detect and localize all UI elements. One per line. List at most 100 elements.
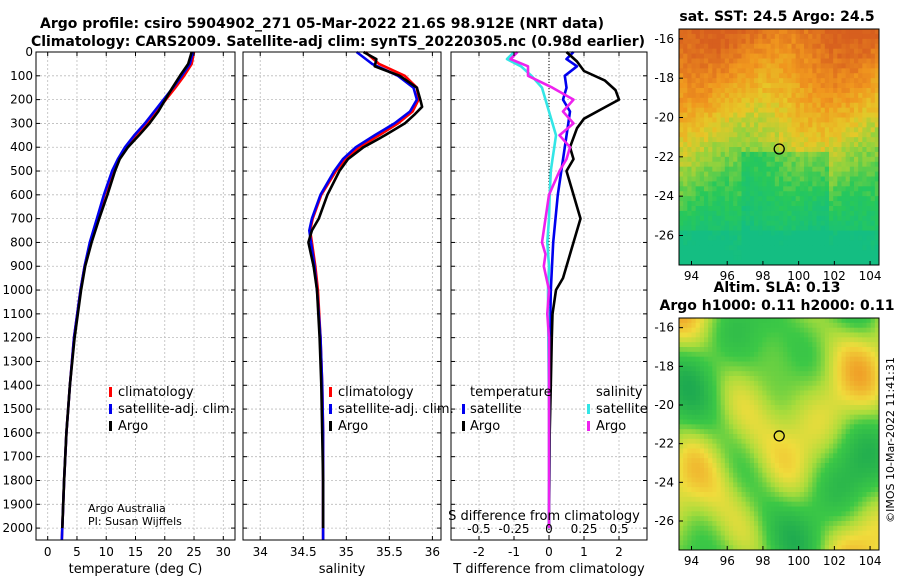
map-cell: [762, 44, 767, 49]
map-cell: [704, 429, 709, 434]
map-cell: [796, 415, 801, 420]
map-cell: [725, 78, 730, 83]
map-cell: [862, 73, 867, 78]
map-cell: [754, 201, 759, 206]
map-cell: [779, 162, 784, 167]
map-cell: [850, 371, 855, 376]
map-cell: [750, 323, 755, 328]
map-cell: [862, 536, 867, 541]
map-cell: [687, 255, 692, 260]
map-cell: [792, 132, 797, 137]
map-cell: [792, 526, 797, 531]
map-cell: [692, 516, 697, 521]
map-cell: [754, 59, 759, 64]
map-cell: [700, 196, 705, 201]
map-cell: [679, 39, 684, 44]
map-cell: [829, 468, 834, 473]
map-cell: [771, 468, 776, 473]
map-cell: [729, 487, 734, 492]
map-cell: [842, 83, 847, 88]
map-cell: [842, 502, 847, 507]
map-cell: [725, 118, 730, 123]
map-cell: [700, 405, 705, 410]
map-cell: [696, 395, 701, 400]
map-cell: [867, 201, 872, 206]
map-cell: [871, 127, 876, 132]
map-cell: [783, 54, 788, 59]
map-cell: [775, 357, 780, 362]
map-cell: [808, 497, 813, 502]
map-cell: [687, 59, 692, 64]
map-cell: [742, 453, 747, 458]
map-cell: [683, 381, 688, 386]
map-cell: [750, 439, 755, 444]
map-cell: [700, 473, 705, 478]
map-cell: [842, 473, 847, 478]
map-cell: [708, 357, 713, 362]
legend-heading-temperature: temperature: [470, 385, 552, 400]
map-cell: [796, 473, 801, 478]
map-cell: [817, 162, 822, 167]
map-cell: [792, 536, 797, 541]
map-cell: [700, 226, 705, 231]
map-cell: [750, 497, 755, 502]
map-cell: [775, 395, 780, 400]
map-cell: [729, 333, 734, 338]
map-cell: [854, 172, 859, 177]
map-cell: [862, 211, 867, 216]
map-cell: [750, 342, 755, 347]
map-cell: [700, 507, 705, 512]
map-cell: [762, 391, 767, 396]
map-cell: [750, 415, 755, 420]
map-cell: [687, 415, 692, 420]
map-cell: [754, 342, 759, 347]
map-cell: [817, 463, 822, 468]
map-cell: [708, 482, 713, 487]
map-cell: [775, 167, 780, 172]
map-cell: [833, 29, 838, 34]
map-cell: [679, 118, 684, 123]
series-argo: [308, 52, 422, 528]
map-cell: [783, 540, 788, 545]
map-cell: [867, 487, 872, 492]
map-cell: [692, 240, 697, 245]
map-cell: [746, 328, 751, 333]
map-cell: [721, 54, 726, 59]
map-cell: [821, 221, 826, 226]
map-cell: [683, 449, 688, 454]
map-cell: [871, 83, 876, 88]
map-cell: [850, 391, 855, 396]
map-cell: [742, 497, 747, 502]
map-cell: [742, 78, 747, 83]
map-cell: [842, 405, 847, 410]
map-cell: [775, 376, 780, 381]
map-cell: [712, 103, 717, 108]
map-cell: [704, 240, 709, 245]
map-cell: [792, 347, 797, 352]
map-cell: [758, 405, 763, 410]
map-cell: [787, 323, 792, 328]
map-cell: [700, 118, 705, 123]
map-cell: [717, 444, 722, 449]
map-cell: [804, 231, 809, 236]
map-cell: [775, 453, 780, 458]
map-cell: [837, 444, 842, 449]
map-cell: [771, 381, 776, 386]
map-cell: [700, 424, 705, 429]
map-cell: [737, 400, 742, 405]
map-cell: [817, 236, 822, 241]
map-cell: [787, 337, 792, 342]
map-cell: [825, 439, 830, 444]
map-cell: [846, 463, 851, 468]
map-cell: [792, 78, 797, 83]
map-cell: [825, 420, 830, 425]
map-cell: [721, 221, 726, 226]
map-cell: [783, 323, 788, 328]
map-cell: [854, 108, 859, 113]
map-cell: [779, 172, 784, 177]
map-cell: [829, 540, 834, 545]
map-cell: [771, 516, 776, 521]
map-cell: [821, 132, 826, 137]
map-cell: [854, 122, 859, 127]
map-cell: [800, 362, 805, 367]
